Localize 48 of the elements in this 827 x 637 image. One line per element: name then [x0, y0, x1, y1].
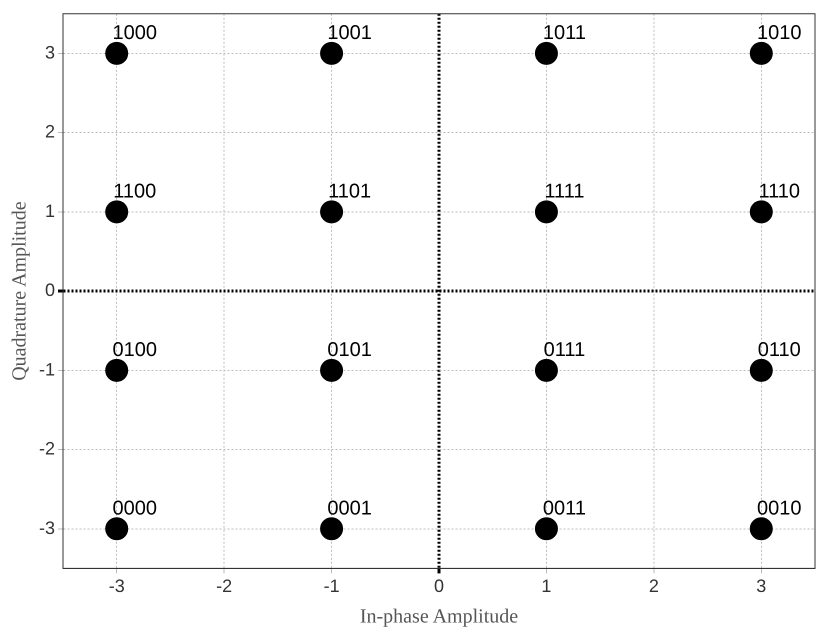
y-tick-label: -2 [38, 438, 56, 459]
point [750, 358, 773, 382]
annotation: 1000 [112, 22, 157, 44]
x-tick-label: -2 [216, 576, 232, 596]
y-tick-label: 2 [44, 122, 56, 142]
x-tick-label: -3 [108, 576, 125, 596]
y-tick-label: 0 [44, 280, 56, 300]
y-tick-label: 1 [44, 200, 56, 221]
annotation: 0000 [112, 497, 157, 520]
point [105, 42, 128, 65]
point [750, 42, 773, 65]
point [320, 358, 344, 382]
x-tick-label: 1 [541, 576, 552, 596]
point [750, 517, 773, 540]
annotation: 0100 [112, 338, 157, 361]
annotation: 1110 [758, 180, 800, 202]
point [320, 200, 344, 224]
annotation: 1010 [757, 22, 802, 44]
point [105, 517, 128, 540]
y-tick-label: -1 [38, 359, 56, 380]
y-axis-title: Quadrature Amplitude [8, 201, 30, 381]
x-tick-label: 3 [756, 576, 766, 596]
y-tick-label: -3 [38, 518, 56, 538]
x-tick-label: -1 [324, 576, 340, 596]
x-tick-label: 2 [648, 576, 659, 596]
point [534, 42, 558, 65]
annotation: 1100 [113, 180, 156, 202]
annotation: 0111 [544, 338, 586, 361]
point [534, 200, 558, 224]
annotation: 1111 [544, 180, 584, 202]
annotation: 0010 [757, 497, 802, 520]
point [320, 517, 344, 540]
point [750, 200, 773, 224]
x-axis-title: In-phase Amplitude [360, 605, 518, 628]
annotation: 0011 [542, 497, 586, 520]
y-tick-label: 3 [44, 42, 56, 62]
point [534, 358, 558, 382]
x-tick-label: 0 [434, 576, 444, 596]
annotation: 0001 [327, 497, 372, 520]
point [105, 358, 128, 382]
point [105, 200, 128, 224]
annotation: 1011 [542, 22, 586, 44]
annotation: 0101 [327, 338, 372, 361]
annotation: 1101 [328, 180, 372, 202]
point [534, 517, 558, 540]
annotation: 0110 [758, 338, 801, 361]
point [320, 42, 344, 65]
annotation: 1001 [327, 22, 372, 44]
